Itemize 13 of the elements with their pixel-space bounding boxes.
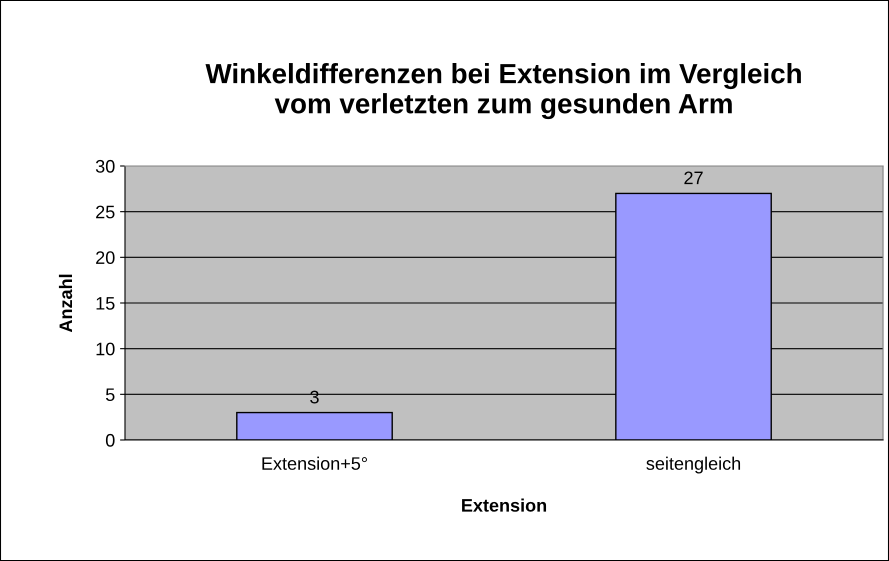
y-tick-label: 30 xyxy=(96,160,115,173)
y-tick-label: 5 xyxy=(106,388,115,402)
y-tick-label: 0 xyxy=(106,434,115,447)
x-tick-label: Extension+5° xyxy=(262,456,367,470)
y-axis-title: Anzahl xyxy=(58,274,72,332)
y-tick-label: 15 xyxy=(96,297,115,310)
chart-title: Winkeldifferenzen bei Extension im Vergleich vom verletzten zum gesunden Arm xyxy=(205,63,801,120)
data-label: 27 xyxy=(684,171,703,184)
y-tick-label: 20 xyxy=(96,251,115,264)
y-tick-label: 25 xyxy=(96,206,115,218)
x-tick-label: seitengleich xyxy=(646,456,740,474)
y-tick-label: 10 xyxy=(96,342,115,356)
x-axis-title: Extension xyxy=(462,498,546,512)
